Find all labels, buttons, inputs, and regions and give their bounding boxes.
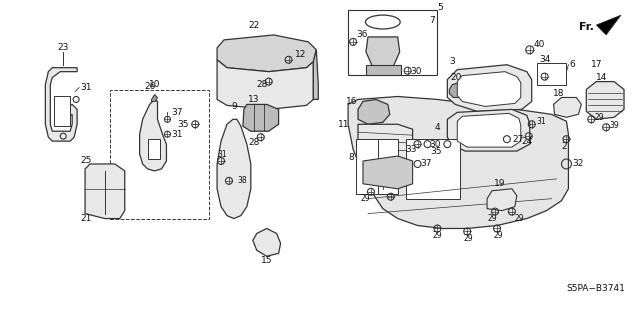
Bar bbox=[148, 139, 159, 159]
Polygon shape bbox=[363, 156, 413, 189]
Bar bbox=[366, 65, 401, 75]
Bar bbox=[406, 139, 460, 199]
Bar bbox=[348, 10, 437, 75]
Text: 24: 24 bbox=[522, 137, 533, 146]
Polygon shape bbox=[85, 164, 125, 219]
Polygon shape bbox=[358, 100, 390, 124]
Bar bbox=[110, 90, 209, 219]
Text: 21: 21 bbox=[80, 214, 92, 223]
Text: 26: 26 bbox=[145, 82, 156, 91]
Bar bbox=[537, 63, 566, 85]
Text: 30: 30 bbox=[429, 140, 441, 149]
Text: S5PA−B3741: S5PA−B3741 bbox=[566, 284, 625, 293]
Polygon shape bbox=[457, 113, 521, 147]
Text: 29: 29 bbox=[361, 194, 371, 203]
Text: 35: 35 bbox=[431, 146, 442, 156]
Polygon shape bbox=[596, 15, 621, 35]
Polygon shape bbox=[366, 37, 400, 72]
Polygon shape bbox=[217, 35, 316, 72]
Text: 14: 14 bbox=[596, 73, 607, 82]
Polygon shape bbox=[457, 72, 521, 107]
Text: 29: 29 bbox=[487, 214, 497, 223]
Polygon shape bbox=[358, 124, 413, 174]
Text: 27: 27 bbox=[512, 135, 524, 144]
Polygon shape bbox=[447, 109, 530, 151]
Text: 40: 40 bbox=[534, 41, 545, 49]
Text: 10: 10 bbox=[148, 80, 160, 89]
Text: 25: 25 bbox=[80, 157, 92, 166]
Text: 37: 37 bbox=[420, 160, 432, 168]
Polygon shape bbox=[140, 100, 166, 171]
Text: 18: 18 bbox=[552, 89, 564, 98]
Bar bbox=[356, 139, 397, 194]
Text: 31: 31 bbox=[217, 150, 227, 159]
Polygon shape bbox=[45, 68, 77, 141]
Polygon shape bbox=[348, 96, 568, 228]
Text: 38: 38 bbox=[237, 176, 246, 185]
Polygon shape bbox=[152, 94, 157, 101]
Text: 22: 22 bbox=[248, 20, 259, 30]
Text: 31: 31 bbox=[172, 130, 183, 139]
Polygon shape bbox=[449, 83, 465, 98]
Text: 35: 35 bbox=[177, 120, 189, 129]
Text: 13: 13 bbox=[248, 95, 260, 104]
Text: 32: 32 bbox=[572, 160, 584, 168]
Text: 28: 28 bbox=[257, 80, 268, 89]
Text: 8: 8 bbox=[348, 152, 354, 161]
Text: 11: 11 bbox=[338, 120, 349, 129]
Text: 23: 23 bbox=[58, 43, 69, 52]
Text: 6: 6 bbox=[570, 60, 575, 69]
Polygon shape bbox=[447, 65, 532, 111]
Text: 29: 29 bbox=[493, 231, 502, 240]
Text: 9: 9 bbox=[231, 102, 237, 111]
Polygon shape bbox=[554, 98, 581, 117]
Text: 20: 20 bbox=[451, 73, 461, 82]
Text: 39: 39 bbox=[609, 121, 619, 130]
Text: 4: 4 bbox=[435, 123, 440, 132]
Text: 15: 15 bbox=[261, 256, 273, 265]
Text: 19: 19 bbox=[494, 179, 506, 188]
Text: 5: 5 bbox=[437, 3, 443, 11]
Text: 29: 29 bbox=[433, 231, 442, 240]
Polygon shape bbox=[314, 50, 318, 100]
Polygon shape bbox=[253, 228, 280, 256]
Text: 17: 17 bbox=[591, 60, 603, 69]
Polygon shape bbox=[217, 60, 314, 109]
Text: 36: 36 bbox=[356, 30, 367, 40]
Text: 37: 37 bbox=[172, 108, 183, 117]
Polygon shape bbox=[586, 82, 624, 119]
Text: 31: 31 bbox=[80, 83, 92, 92]
Bar bbox=[54, 96, 70, 126]
Text: 7: 7 bbox=[429, 16, 435, 25]
Text: 16: 16 bbox=[346, 97, 358, 106]
Polygon shape bbox=[243, 104, 278, 131]
Text: 29: 29 bbox=[463, 234, 473, 243]
Text: 33: 33 bbox=[406, 145, 417, 153]
Text: 3: 3 bbox=[449, 57, 455, 66]
Text: 34: 34 bbox=[540, 55, 551, 64]
Text: 29: 29 bbox=[515, 214, 524, 223]
Polygon shape bbox=[217, 119, 251, 219]
Text: Fr.: Fr. bbox=[579, 22, 594, 32]
Text: 30: 30 bbox=[411, 67, 422, 76]
Text: 12: 12 bbox=[294, 50, 306, 59]
Text: 31: 31 bbox=[537, 117, 547, 126]
Text: 29: 29 bbox=[595, 113, 604, 122]
Text: 28: 28 bbox=[249, 137, 260, 147]
Text: 2: 2 bbox=[561, 142, 567, 151]
Polygon shape bbox=[487, 189, 517, 211]
